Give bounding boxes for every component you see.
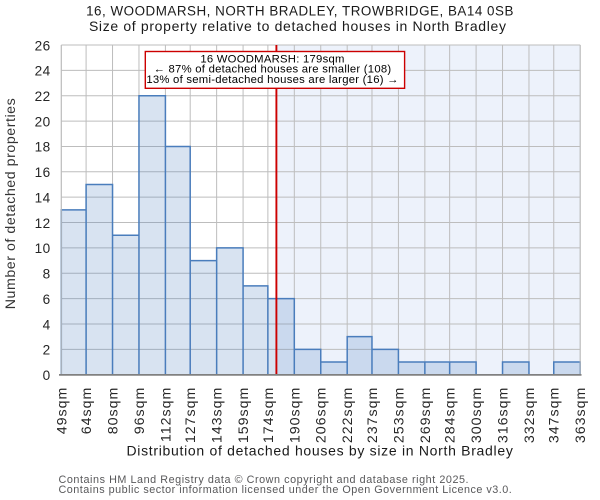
svg-text:159sqm: 159sqm (236, 387, 252, 443)
svg-text:0: 0 (43, 368, 51, 383)
svg-text:16, WOODMARSH, NORTH BRADLEY,: 16, WOODMARSH, NORTH BRADLEY, TROWBRIDGE… (86, 3, 514, 18)
svg-text:174sqm: 174sqm (261, 387, 277, 443)
svg-text:Number of detached properties: Number of detached properties (3, 98, 19, 310)
svg-text:16: 16 (35, 165, 51, 180)
svg-text:96sqm: 96sqm (132, 387, 148, 435)
svg-text:190sqm: 190sqm (287, 387, 303, 443)
svg-text:8: 8 (43, 267, 51, 282)
svg-text:22: 22 (35, 89, 51, 104)
svg-text:4: 4 (43, 317, 51, 332)
svg-text:64sqm: 64sqm (79, 387, 95, 435)
svg-text:14: 14 (35, 191, 51, 206)
svg-text:206sqm: 206sqm (314, 387, 330, 443)
svg-text:18: 18 (35, 140, 51, 155)
svg-text:222sqm: 222sqm (340, 387, 356, 443)
svg-text:127sqm: 127sqm (183, 387, 199, 443)
svg-text:Contains public sector informa: Contains public sector information licen… (59, 484, 513, 496)
svg-text:16 WOODMARSH: 179sqm: 16 WOODMARSH: 179sqm (200, 53, 344, 65)
svg-text:Distribution of detached house: Distribution of detached houses by size … (126, 442, 513, 458)
svg-text:347sqm: 347sqm (547, 387, 563, 443)
svg-text:← 87% of detached houses are s: ← 87% of detached houses are smaller (10… (154, 64, 392, 76)
svg-text:2: 2 (43, 343, 51, 358)
svg-text:284sqm: 284sqm (443, 387, 459, 443)
svg-text:363sqm: 363sqm (573, 387, 589, 443)
svg-text:332sqm: 332sqm (522, 387, 538, 443)
svg-text:Size of property relative to d: Size of property relative to detached ho… (89, 18, 507, 34)
svg-text:Contains HM Land Registry data: Contains HM Land Registry data © Crown c… (59, 474, 470, 486)
svg-text:13% of semi-detached houses ar: 13% of semi-detached houses are larger (… (146, 74, 398, 86)
svg-text:269sqm: 269sqm (418, 387, 434, 443)
svg-text:10: 10 (35, 241, 51, 256)
svg-text:300sqm: 300sqm (469, 387, 485, 443)
svg-text:253sqm: 253sqm (391, 387, 407, 443)
svg-text:143sqm: 143sqm (210, 387, 226, 443)
svg-text:316sqm: 316sqm (496, 387, 512, 443)
svg-text:49sqm: 49sqm (54, 387, 70, 435)
svg-text:12: 12 (35, 216, 51, 231)
svg-text:6: 6 (43, 292, 51, 307)
svg-text:112sqm: 112sqm (158, 387, 174, 442)
svg-text:80sqm: 80sqm (106, 387, 122, 435)
svg-text:20: 20 (35, 114, 51, 129)
svg-text:26: 26 (35, 38, 51, 53)
svg-text:24: 24 (35, 64, 51, 79)
svg-text:237sqm: 237sqm (365, 387, 381, 443)
